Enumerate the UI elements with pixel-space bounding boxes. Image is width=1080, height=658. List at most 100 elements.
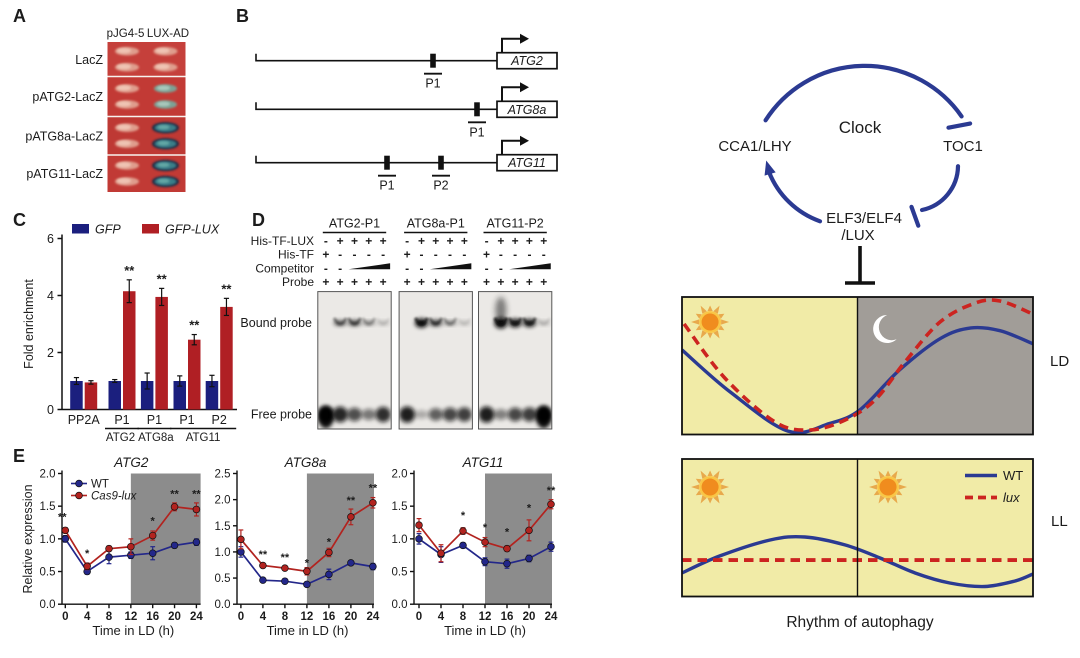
bar-gfp-lux-4 (220, 306, 233, 410)
panel-d-free-probe-label: Free probe (251, 408, 312, 422)
lane-sign: + (497, 275, 504, 289)
line-chart-atg11: ATG11 0.0 0.5 1.0 1.5 2.0 0 4 8 12 16 20 24 Time in L… (392, 455, 558, 638)
data-point-wt-0 (61, 535, 70, 543)
data-point-wt-16 (503, 559, 511, 568)
e-x-axis-title: Time in LD (h) (92, 623, 174, 638)
free-band (414, 410, 429, 419)
yeast-spot-blue (152, 138, 179, 150)
bar-gfp-0 (70, 381, 83, 410)
gel-title: ATG11-P2 (487, 217, 544, 231)
data-point-cas9-lux-8 (459, 527, 467, 535)
ld-wt-curve (680, 325, 1034, 435)
free-band (428, 408, 443, 421)
e-y-tick-label: 1.5 (40, 501, 56, 513)
e-x-tick-label: 4 (438, 611, 445, 623)
e-significance: * (527, 502, 532, 514)
rhythm-schematic: LD LL WT lux Rhythm of autophagy (680, 296, 1069, 631)
data-point-wt-16 (325, 570, 333, 579)
panel-a-row-label: pATG11-LacZ (26, 167, 103, 181)
panel-a-row-label: pATG2-LacZ (32, 90, 103, 104)
panel-a-col-header-pjg45: pJG4-5 (107, 28, 145, 40)
gene-diagram-atg8a: ATG8a P1 (255, 82, 558, 139)
bound-band (361, 317, 377, 326)
yeast-spot-white (115, 161, 139, 170)
bar-gfp-lux-1 (123, 291, 136, 410)
activate-arrow-cca1 (764, 160, 776, 176)
competitor-sign: - (405, 262, 409, 276)
lane-sign: - (513, 248, 517, 262)
data-point-cas9-lux-24 (192, 505, 201, 514)
e-x-tick-label: 0 (416, 611, 422, 623)
yeast-spot-white (153, 47, 178, 56)
e-x-tick-label: 8 (282, 611, 289, 623)
e-x-tick-label: 12 (301, 611, 314, 623)
e-x-tick-label: 8 (460, 611, 467, 623)
e-significance: ** (192, 489, 201, 501)
legend-label-wt: WT (91, 479, 109, 491)
data-point-cas9-lux-8 (281, 564, 289, 572)
legend-marker-wt (75, 479, 83, 488)
ld-lux-curve (682, 298, 1034, 432)
probe-label: P2 (433, 179, 448, 193)
emsa-gel-atg8a-p1: ATG8a-P1- + + + ++ - - - -- -+ + + + + (398, 217, 473, 430)
lane-sign: + (365, 275, 372, 289)
clock-node-elf3-elf4: ELF3/ELF4 (826, 210, 902, 227)
probe-label: P1 (379, 179, 394, 193)
gene-name: ATG8a (507, 103, 547, 117)
lane-sign: - (419, 248, 423, 262)
legend-swatch-gfp (72, 224, 89, 234)
e-significance: * (505, 527, 510, 539)
yeast-spot-white (115, 139, 139, 148)
lane-sign: + (483, 248, 490, 262)
data-point-wt-16 (148, 549, 157, 557)
free-band (375, 406, 391, 423)
lane-sign: + (432, 234, 439, 248)
panel-a-label: A (13, 6, 26, 26)
panel-e: E Relative expression ATG2 0.0 0.5 1.0 1.5 2.… (13, 446, 558, 638)
data-point-cas9-lux-0 (415, 521, 423, 529)
lane-sign: + (337, 234, 344, 248)
line-chart-atg2: ATG2 0.0 0.5 1.0 1.5 2.0 0 4 8 12 16 20 24 Time in LD… (40, 455, 204, 638)
e-significance: * (151, 515, 156, 527)
e-significance: * (327, 537, 332, 549)
rhythm-ld-label: LD (1050, 353, 1069, 370)
e-y-tick-label: 0.5 (392, 567, 408, 579)
e-x-tick-label: 20 (523, 611, 536, 623)
night-shade (130, 473, 201, 605)
e-y-tick-label: 2.0 (392, 469, 408, 481)
data-point-wt-0 (415, 535, 423, 543)
e-x-axis-title: Time in LD (h) (267, 623, 349, 638)
lane-sign: - (448, 248, 452, 262)
competitor-wedge (429, 263, 472, 270)
lane-sign: + (322, 248, 329, 262)
data-point-cas9-lux-16 (148, 531, 157, 540)
panel-d-label: D (252, 210, 265, 230)
lane-sign: + (432, 275, 439, 289)
probe-box (438, 155, 444, 170)
e-significance: ** (281, 552, 290, 564)
bound-band (332, 317, 348, 326)
legend-label-gfp: GFP (95, 223, 121, 237)
data-point-cas9-lux-12 (127, 542, 135, 551)
gene-diagram-atg2: ATG2 P1 (255, 33, 558, 91)
bar-gfp-1 (108, 381, 121, 410)
lane-sign: + (418, 234, 425, 248)
lane-sign: - (499, 248, 503, 262)
e-x-tick-label: 4 (260, 611, 267, 623)
lane-sign: + (526, 275, 533, 289)
lane-sign: + (540, 275, 547, 289)
data-point-cas9-lux-0 (61, 526, 70, 535)
data-point-wt-20 (525, 554, 533, 563)
clock-center-label: Clock (839, 118, 882, 137)
panel-c-legend: GFP GFP-LUX (72, 223, 220, 237)
sun-icon (869, 470, 908, 504)
yeast-spot-white (153, 63, 178, 72)
free-band (535, 406, 552, 429)
yeast-spot-blue (152, 122, 179, 134)
c-significance: ** (221, 281, 232, 296)
panel-a-row-label: pATG8a-LacZ (25, 129, 103, 143)
data-point-wt-12 (481, 557, 489, 566)
yeast-spot-light-blue (154, 100, 177, 109)
e-significance: ** (547, 485, 556, 497)
